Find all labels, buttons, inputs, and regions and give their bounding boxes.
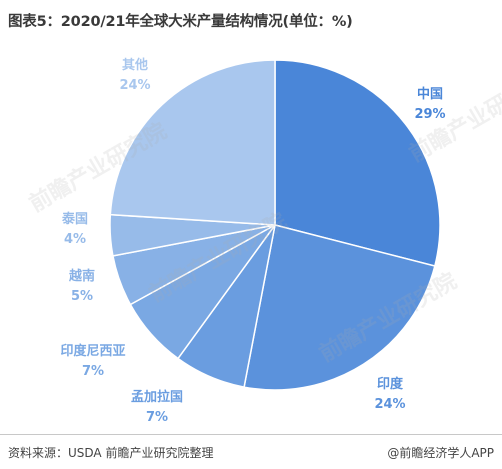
pie-slice-7: [109, 59, 276, 226]
slice-category-label: 泰国: [61, 211, 88, 227]
pie-slice-1: [274, 59, 441, 267]
slice-category-label: 其他: [122, 57, 148, 73]
slice-value-label: 24%: [374, 397, 405, 412]
slice-value-label: 7%: [82, 364, 104, 379]
source-text: 资料来源：USDA 前瞻产业研究院整理: [8, 446, 214, 460]
credit-text: @前瞻经济学人APP: [387, 446, 494, 460]
slice-category-label: 印度尼西亚: [60, 343, 125, 359]
pie-slices: [109, 59, 441, 391]
pie-slice-2: [243, 224, 436, 391]
pie-labels: 中国 29% 印度 24% 孟加拉国 7% 印度尼西亚 7% 越南 5% 泰国 4% 其他 24%: [60, 57, 445, 425]
slice-category-label: 中国: [417, 86, 443, 102]
slice-value-label: 4%: [64, 232, 86, 247]
slice-value-label: 29%: [414, 107, 445, 122]
pie-chart: 中国 29% 印度 24% 孟加拉国 7% 印度尼西亚 7% 越南 5% 泰国 4% 其他 24%: [60, 57, 445, 425]
slice-category-label: 越南: [68, 268, 95, 284]
footer: 资料来源：USDA 前瞻产业研究院整理 @前瞻经济学人APP: [0, 434, 502, 469]
slice-value-label: 24%: [119, 78, 150, 93]
slice-category-label: 孟加拉国: [131, 389, 183, 405]
slice-value-label: 7%: [146, 410, 168, 425]
slice-value-label: 5%: [71, 289, 93, 304]
chart-title: 图表5：2020/21年全球大米产量结构情况(单位：%): [8, 14, 353, 30]
slice-category-label: 印度: [377, 376, 404, 392]
